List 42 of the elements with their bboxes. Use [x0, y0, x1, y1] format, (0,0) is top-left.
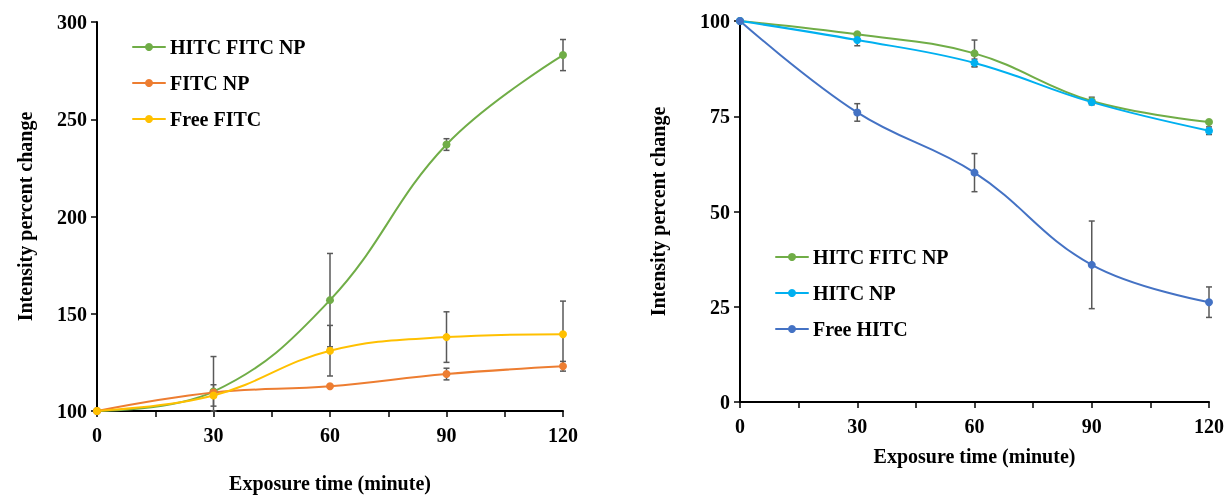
- x-tick-label: 0: [735, 415, 745, 437]
- y-tick-label: 250: [57, 108, 87, 131]
- x-tick-label: 60: [320, 424, 340, 446]
- y-tick-label: 300: [57, 11, 87, 33]
- x-axis-title: Exposure time (minute): [873, 445, 1076, 468]
- y-tick-label: 100: [700, 10, 730, 32]
- x-tick-label: 60: [964, 415, 985, 437]
- legend-label: Free HITC: [813, 317, 908, 340]
- point: [853, 108, 862, 117]
- point: [1087, 260, 1096, 269]
- y-tick-label: 50: [710, 200, 730, 223]
- y-tick-label: 150: [57, 302, 87, 325]
- x-tick-label: 30: [203, 424, 224, 446]
- x-tick-label: 30: [847, 415, 868, 437]
- legend-label: HITC NP: [813, 281, 896, 304]
- y-axis-title: Intensity percent change: [647, 106, 670, 317]
- y-tick-label: 100: [57, 400, 87, 422]
- legend-label: HITC FITC NP: [813, 245, 949, 268]
- y-axis-title: Intensity percent change: [14, 111, 37, 322]
- x-tick-label: 120: [1194, 415, 1224, 437]
- x-tick-label: 90: [1081, 415, 1102, 437]
- point: [1205, 298, 1213, 307]
- point: [326, 382, 334, 391]
- legend-label: Free FITC: [170, 108, 262, 130]
- point: [326, 296, 334, 305]
- y-tick-label: 75: [710, 105, 730, 128]
- legend-label: FITC NP: [170, 72, 250, 94]
- point: [559, 330, 567, 339]
- x-tick-label: 120: [548, 424, 578, 446]
- x-tick-label: 0: [92, 424, 102, 446]
- point: [853, 36, 862, 45]
- point: [442, 333, 451, 342]
- y-tick-label: 200: [57, 205, 87, 228]
- point: [970, 168, 979, 177]
- y-tick-label: 25: [710, 295, 730, 318]
- legend-label: HITC FITC NP: [170, 36, 306, 58]
- point: [970, 49, 979, 58]
- x-axis-title: Exposure time (minute): [229, 472, 431, 495]
- y-tick-label: 0: [720, 391, 730, 413]
- x-tick-label: 90: [436, 424, 457, 446]
- point: [559, 51, 567, 60]
- point: [1205, 117, 1213, 126]
